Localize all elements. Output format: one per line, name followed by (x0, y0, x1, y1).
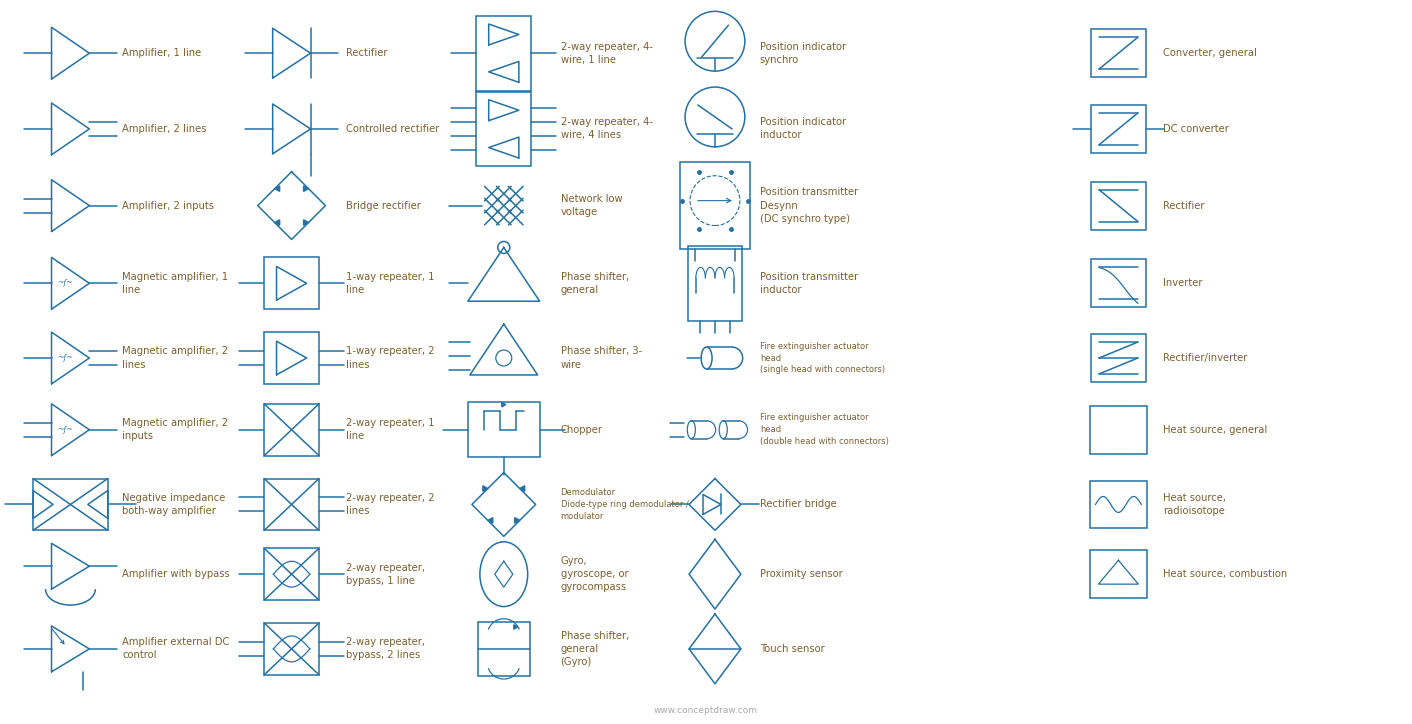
Text: ~f~: ~f~ (58, 426, 73, 434)
Polygon shape (483, 486, 487, 492)
Text: Network low
voltage: Network low voltage (561, 194, 623, 217)
Polygon shape (501, 403, 505, 407)
Text: Fire extinguisher actuator
head
(double head with connectors): Fire extinguisher actuator head (double … (760, 413, 888, 446)
Text: Gyro,
gyroscope, or
gyrocompass: Gyro, gyroscope, or gyrocompass (561, 556, 628, 592)
Text: 2-way repeater, 4-
wire, 4 lines: 2-way repeater, 4- wire, 4 lines (561, 117, 652, 140)
Bar (476, 91, 531, 167)
Text: Rectifier: Rectifier (1163, 201, 1204, 211)
Bar (1090, 550, 1148, 598)
Polygon shape (275, 220, 280, 225)
Text: Rectifier: Rectifier (346, 49, 388, 58)
Text: 2-way repeater, 4-
wire, 1 line: 2-way repeater, 4- wire, 1 line (561, 41, 652, 64)
Text: Position transmitter
inductor: Position transmitter inductor (760, 272, 858, 295)
Text: www.conceptdraw.com: www.conceptdraw.com (654, 706, 758, 715)
Bar (264, 404, 319, 455)
Text: Magnetic amplifier, 2
inputs: Magnetic amplifier, 2 inputs (123, 418, 229, 442)
Polygon shape (304, 186, 309, 191)
Text: Amplifier, 1 line: Amplifier, 1 line (123, 49, 202, 58)
Text: 1-way repeater, 1
line: 1-way repeater, 1 line (346, 272, 435, 295)
Text: ~f~: ~f~ (58, 279, 73, 287)
Text: Magnetic amplifier, 1
line: Magnetic amplifier, 1 line (123, 272, 229, 295)
Polygon shape (487, 518, 493, 523)
Text: Position indicator
synchro: Position indicator synchro (760, 41, 846, 64)
Bar (1091, 334, 1145, 382)
Text: Negative impedance
both-way amplifier: Negative impedance both-way amplifier (123, 493, 226, 516)
Text: Amplifier with bypass: Amplifier with bypass (123, 569, 230, 579)
Text: Demodulator
Diode-type ring demodulator /
modulator: Demodulator Diode-type ring demodulator … (561, 488, 689, 521)
Bar (1091, 29, 1145, 77)
Text: Touch sensor: Touch sensor (760, 644, 825, 654)
Bar (264, 623, 319, 675)
Bar (688, 246, 743, 321)
Bar (264, 548, 319, 600)
Bar (264, 332, 319, 384)
Bar (264, 258, 319, 309)
Text: 2-way repeater,
bypass, 2 lines: 2-way repeater, bypass, 2 lines (346, 637, 425, 660)
Bar (1091, 259, 1145, 307)
Text: Converter, general: Converter, general (1163, 49, 1257, 58)
Text: Phase shifter, 3-
wire: Phase shifter, 3- wire (561, 346, 642, 370)
Bar (32, 479, 107, 531)
Bar (467, 403, 539, 457)
Polygon shape (515, 518, 520, 523)
Text: Amplifier, 2 inputs: Amplifier, 2 inputs (123, 201, 215, 211)
Bar (1091, 105, 1145, 153)
Text: Rectifier/inverter: Rectifier/inverter (1163, 353, 1248, 363)
Bar (681, 161, 750, 250)
Bar (264, 479, 319, 531)
Polygon shape (514, 625, 518, 629)
Bar (476, 16, 531, 90)
Polygon shape (520, 486, 525, 492)
Text: Magnetic amplifier, 2
lines: Magnetic amplifier, 2 lines (123, 346, 229, 370)
Text: DC converter: DC converter (1163, 124, 1228, 134)
Polygon shape (304, 220, 309, 225)
Bar (1090, 481, 1148, 529)
Bar (1091, 182, 1145, 230)
Text: Heat source, combustion: Heat source, combustion (1163, 569, 1288, 579)
Text: Heat source,
radioisotope: Heat source, radioisotope (1163, 493, 1226, 516)
Text: Controlled rectifier: Controlled rectifier (346, 124, 439, 134)
Text: Phase shifter,
general
(Gyro): Phase shifter, general (Gyro) (561, 631, 628, 667)
Bar (477, 621, 530, 676)
Text: Rectifier bridge: Rectifier bridge (760, 500, 836, 510)
Text: 2-way repeater, 1
line: 2-way repeater, 1 line (346, 418, 435, 442)
Text: Position transmitter
Desynn
(DC synchro type): Position transmitter Desynn (DC synchro … (760, 188, 858, 224)
Text: Inverter: Inverter (1163, 278, 1203, 288)
Text: Bridge rectifier: Bridge rectifier (346, 201, 421, 211)
Bar (1090, 406, 1148, 454)
Text: Chopper: Chopper (561, 425, 603, 434)
Text: Heat source, general: Heat source, general (1163, 425, 1268, 434)
Text: Proximity sensor: Proximity sensor (760, 569, 843, 579)
Text: Fire extinguisher actuator
head
(single head with connectors): Fire extinguisher actuator head (single … (760, 342, 885, 374)
Text: 2-way repeater, 2
lines: 2-way repeater, 2 lines (346, 493, 435, 516)
Text: 2-way repeater,
bypass, 1 line: 2-way repeater, bypass, 1 line (346, 563, 425, 586)
Text: Amplifier external DC
control: Amplifier external DC control (123, 637, 230, 660)
Text: ~f~: ~f~ (58, 354, 73, 362)
Text: Amplifier, 2 lines: Amplifier, 2 lines (123, 124, 206, 134)
Polygon shape (275, 186, 280, 191)
Text: Position indicator
inductor: Position indicator inductor (760, 117, 846, 140)
Text: 1-way repeater, 2
lines: 1-way repeater, 2 lines (346, 346, 435, 370)
Text: Phase shifter,
general: Phase shifter, general (561, 272, 628, 295)
